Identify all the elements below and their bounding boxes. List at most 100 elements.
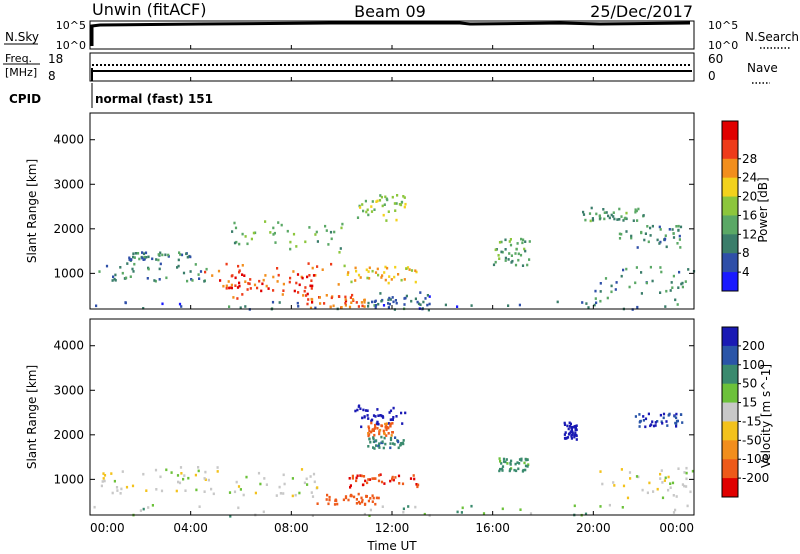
data-cell xyxy=(114,273,117,277)
data-cell xyxy=(681,421,684,424)
data-cell xyxy=(316,502,319,505)
data-cell xyxy=(620,215,623,218)
data-cell xyxy=(402,439,405,442)
data-cell xyxy=(382,416,385,419)
data-cell xyxy=(644,417,648,421)
data-cell xyxy=(603,217,606,221)
data-cell xyxy=(244,280,247,283)
data-cell xyxy=(569,431,572,435)
data-cell xyxy=(368,514,371,517)
data-cell xyxy=(510,261,513,264)
data-cell xyxy=(507,304,510,307)
data-cell xyxy=(401,441,404,445)
data-cell xyxy=(504,248,507,251)
data-cell xyxy=(325,498,328,501)
data-cell xyxy=(509,243,513,247)
data-cell xyxy=(618,207,621,211)
data-cell xyxy=(675,412,678,416)
data-cell xyxy=(610,213,613,217)
data-cell xyxy=(311,495,315,498)
velocity-panel: 1000 2000 3000 4000 Slant Range [km] 200 100… xyxy=(25,318,773,518)
data-cell xyxy=(519,253,523,257)
data-cell xyxy=(524,464,528,468)
data-cell xyxy=(344,298,347,301)
data-cell xyxy=(310,287,313,290)
data-cell xyxy=(361,416,364,420)
data-cell xyxy=(678,270,681,274)
data-cell xyxy=(115,486,119,489)
data-cell xyxy=(612,215,615,218)
data-cell xyxy=(632,219,635,222)
data-cell xyxy=(219,279,222,282)
data-cell xyxy=(389,479,392,483)
data-cell xyxy=(384,265,387,269)
data-cell xyxy=(360,425,363,429)
data-cell xyxy=(142,472,145,476)
data-cell xyxy=(141,256,144,260)
data-cell xyxy=(308,226,311,229)
data-cell xyxy=(244,305,247,308)
data-cell xyxy=(374,423,377,427)
data-cell xyxy=(382,304,386,307)
data-cell xyxy=(357,500,361,504)
data-cell xyxy=(233,490,237,494)
freq-tick-top: 18 xyxy=(48,52,63,66)
data-cell xyxy=(568,425,572,428)
data-cell xyxy=(247,282,250,285)
data-cell xyxy=(669,289,672,292)
data-cell xyxy=(309,284,312,288)
data-cell xyxy=(176,474,180,477)
data-cell xyxy=(502,457,506,461)
data-cell xyxy=(371,200,374,203)
data-cell xyxy=(179,253,182,256)
data-cell xyxy=(517,258,520,262)
data-cell xyxy=(319,302,322,305)
x-tick-label: 12:00 xyxy=(375,521,410,535)
data-cell xyxy=(514,462,517,466)
data-cell xyxy=(610,290,613,294)
data-cell xyxy=(664,305,667,308)
colorbar-swatch xyxy=(722,421,738,441)
data-cell xyxy=(361,500,364,504)
data-cell xyxy=(651,224,654,228)
data-cell xyxy=(377,414,380,417)
data-cell xyxy=(683,471,686,474)
data-cell xyxy=(307,298,310,301)
data-cell xyxy=(164,253,167,257)
data-cell xyxy=(402,195,405,198)
data-cell xyxy=(103,479,106,483)
data-cell xyxy=(306,275,309,279)
data-cell xyxy=(330,237,333,241)
data-cell xyxy=(668,412,671,416)
data-cell xyxy=(398,203,401,206)
nave-label: Nave xyxy=(747,61,778,75)
data-cell xyxy=(638,413,641,416)
data-cell xyxy=(356,216,360,219)
data-cell xyxy=(520,237,523,241)
data-cell xyxy=(370,205,373,208)
data-cell xyxy=(672,232,675,235)
data-cell xyxy=(482,512,486,515)
data-cell xyxy=(513,468,516,472)
data-cell xyxy=(659,413,662,417)
data-cell xyxy=(573,435,576,439)
data-cell xyxy=(575,438,578,441)
data-cell xyxy=(330,296,333,300)
data-cell xyxy=(310,491,313,494)
data-cell xyxy=(282,282,285,286)
data-cell xyxy=(180,253,184,257)
data-cell xyxy=(228,286,231,290)
data-cell xyxy=(151,504,154,507)
data-cell xyxy=(618,237,622,240)
data-cell xyxy=(254,231,257,235)
data-cell xyxy=(660,469,663,472)
data-cell xyxy=(642,415,645,418)
data-cell xyxy=(603,211,606,214)
data-cell xyxy=(504,259,507,262)
data-cell xyxy=(314,274,317,277)
data-cell xyxy=(366,276,369,280)
data-cell xyxy=(392,442,395,445)
data-cell xyxy=(126,262,129,265)
data-cell xyxy=(651,420,654,423)
data-cell xyxy=(494,248,497,252)
